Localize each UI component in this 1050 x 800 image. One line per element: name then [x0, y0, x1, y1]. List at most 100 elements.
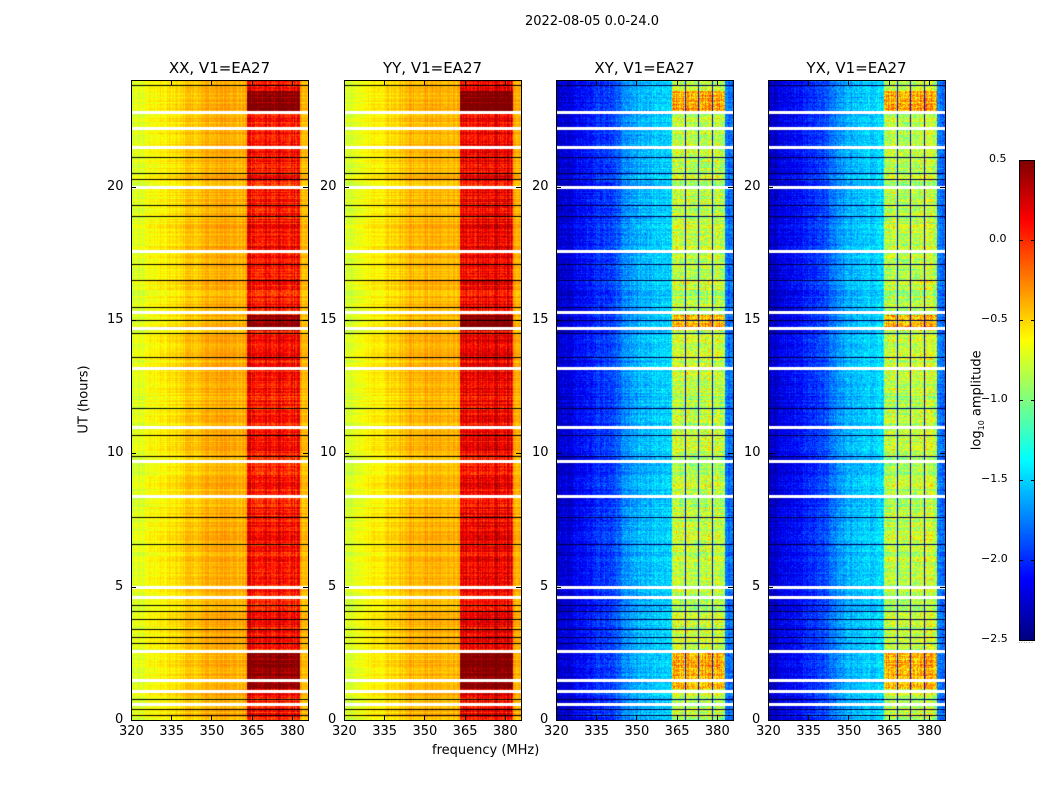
x-tick-label: 320 [544, 724, 569, 739]
x-tick-label: 335 [796, 724, 822, 739]
y-tick-label: 20 [532, 178, 549, 194]
x-tick-label: 380 [704, 724, 730, 739]
y-tick [131, 320, 136, 321]
colorbar-tick-label: −0.5 [981, 312, 1008, 325]
x-tick-label: 380 [492, 724, 518, 739]
x-tick [504, 715, 506, 720]
y-tick [131, 186, 136, 188]
colorbar-tick-label: −1.0 [981, 392, 1008, 405]
y-tick [516, 186, 521, 188]
x-tick-label: 335 [584, 724, 610, 739]
panel-title: YY, V1=EA27 [382, 59, 483, 77]
figure-title: 2022-08-05 0.0-24.0 [525, 14, 659, 29]
x-tick [928, 715, 930, 720]
colorbar-tick [1031, 560, 1035, 561]
x-tick [596, 80, 598, 85]
x-tick [251, 715, 253, 720]
x-tick [131, 80, 132, 85]
y-tick-label: 15 [320, 312, 337, 327]
y-tick [303, 320, 308, 321]
x-tick [848, 715, 850, 720]
x-tick [171, 80, 173, 85]
x-tick-label: 365 [239, 724, 265, 739]
y-tick [728, 586, 733, 588]
x-tick [676, 715, 678, 720]
panel-title: YX, V1=EA27 [806, 59, 907, 77]
x-tick-label: 380 [916, 724, 942, 739]
x-tick [636, 80, 638, 85]
heatmap-0 [131, 80, 308, 720]
colorbar-tick-label: −2.0 [981, 552, 1008, 565]
colorbar-tick [1019, 480, 1023, 481]
y-tick-label: 10 [532, 445, 549, 461]
y-tick-label: 5 [752, 578, 761, 594]
colorbar-tick [1031, 480, 1035, 481]
x-tick [928, 80, 930, 85]
heatmap-2 [556, 80, 733, 720]
colorbar-tick [1019, 160, 1023, 161]
y-tick-label: 10 [320, 445, 337, 461]
colorbar-tick [1031, 320, 1035, 321]
x-tick [211, 715, 213, 720]
y-tick [940, 320, 945, 321]
y-tick [344, 320, 349, 321]
y-tick-label: 10 [744, 445, 761, 461]
x-tick [716, 80, 718, 85]
y-tick [940, 186, 945, 188]
panel-title: XX, V1=EA27 [168, 59, 271, 77]
x-tick [808, 80, 810, 85]
y-tick [940, 453, 945, 455]
y-tick [516, 586, 521, 588]
x-tick [888, 80, 890, 85]
x-tick [556, 80, 557, 85]
y-tick [768, 186, 773, 188]
x-tick [504, 80, 506, 85]
x-tick-label: 320 [756, 724, 781, 739]
y-tick [556, 586, 561, 588]
y-tick [516, 720, 521, 721]
x-tick-label: 320 [119, 724, 144, 739]
x-tick [464, 80, 466, 85]
x-tick [424, 80, 426, 85]
x-tick [384, 80, 386, 85]
y-tick [131, 453, 136, 455]
x-tick [636, 715, 638, 720]
y-tick [940, 720, 945, 721]
x-tick [291, 80, 293, 85]
x-tick [424, 715, 426, 720]
x-tick [768, 715, 769, 720]
y-tick [556, 453, 561, 455]
colorbar-tick-label: 0.5 [989, 152, 1007, 165]
y-tick [556, 320, 561, 321]
y-tick-label: 0 [752, 712, 761, 727]
y-tick [303, 586, 308, 588]
x-tick-label: 335 [372, 724, 398, 739]
x-tick-label: 365 [664, 724, 690, 739]
heatmap-1 [344, 80, 521, 720]
colorbar-tick [1019, 240, 1023, 241]
x-tick-label: 320 [332, 724, 357, 739]
colorbar-extra: ...... [1018, 636, 1034, 645]
y-tick [728, 720, 733, 721]
colorbar-tick-label: −1.5 [981, 472, 1008, 485]
x-tick [768, 80, 769, 85]
y-tick-label: 10 [107, 445, 124, 461]
x-tick-label: 365 [876, 724, 902, 739]
colorbar-tick [1019, 320, 1023, 321]
y-tick-label: 0 [328, 712, 337, 727]
y-tick [768, 320, 773, 321]
colorbar-tick-label: −2.5 [981, 632, 1008, 645]
y-tick [556, 720, 561, 721]
y-tick [728, 453, 733, 455]
colorbar-tick [1019, 560, 1023, 561]
y-tick [516, 453, 521, 455]
y-axis-label: UT (hours) [76, 365, 92, 434]
x-tick [291, 715, 293, 720]
x-tick [848, 80, 850, 85]
x-tick-label: 380 [279, 724, 305, 739]
y-tick [303, 186, 308, 188]
y-tick [768, 720, 773, 721]
y-tick-label: 20 [107, 178, 124, 194]
x-tick [344, 715, 345, 720]
x-tick-label: 350 [624, 724, 650, 739]
